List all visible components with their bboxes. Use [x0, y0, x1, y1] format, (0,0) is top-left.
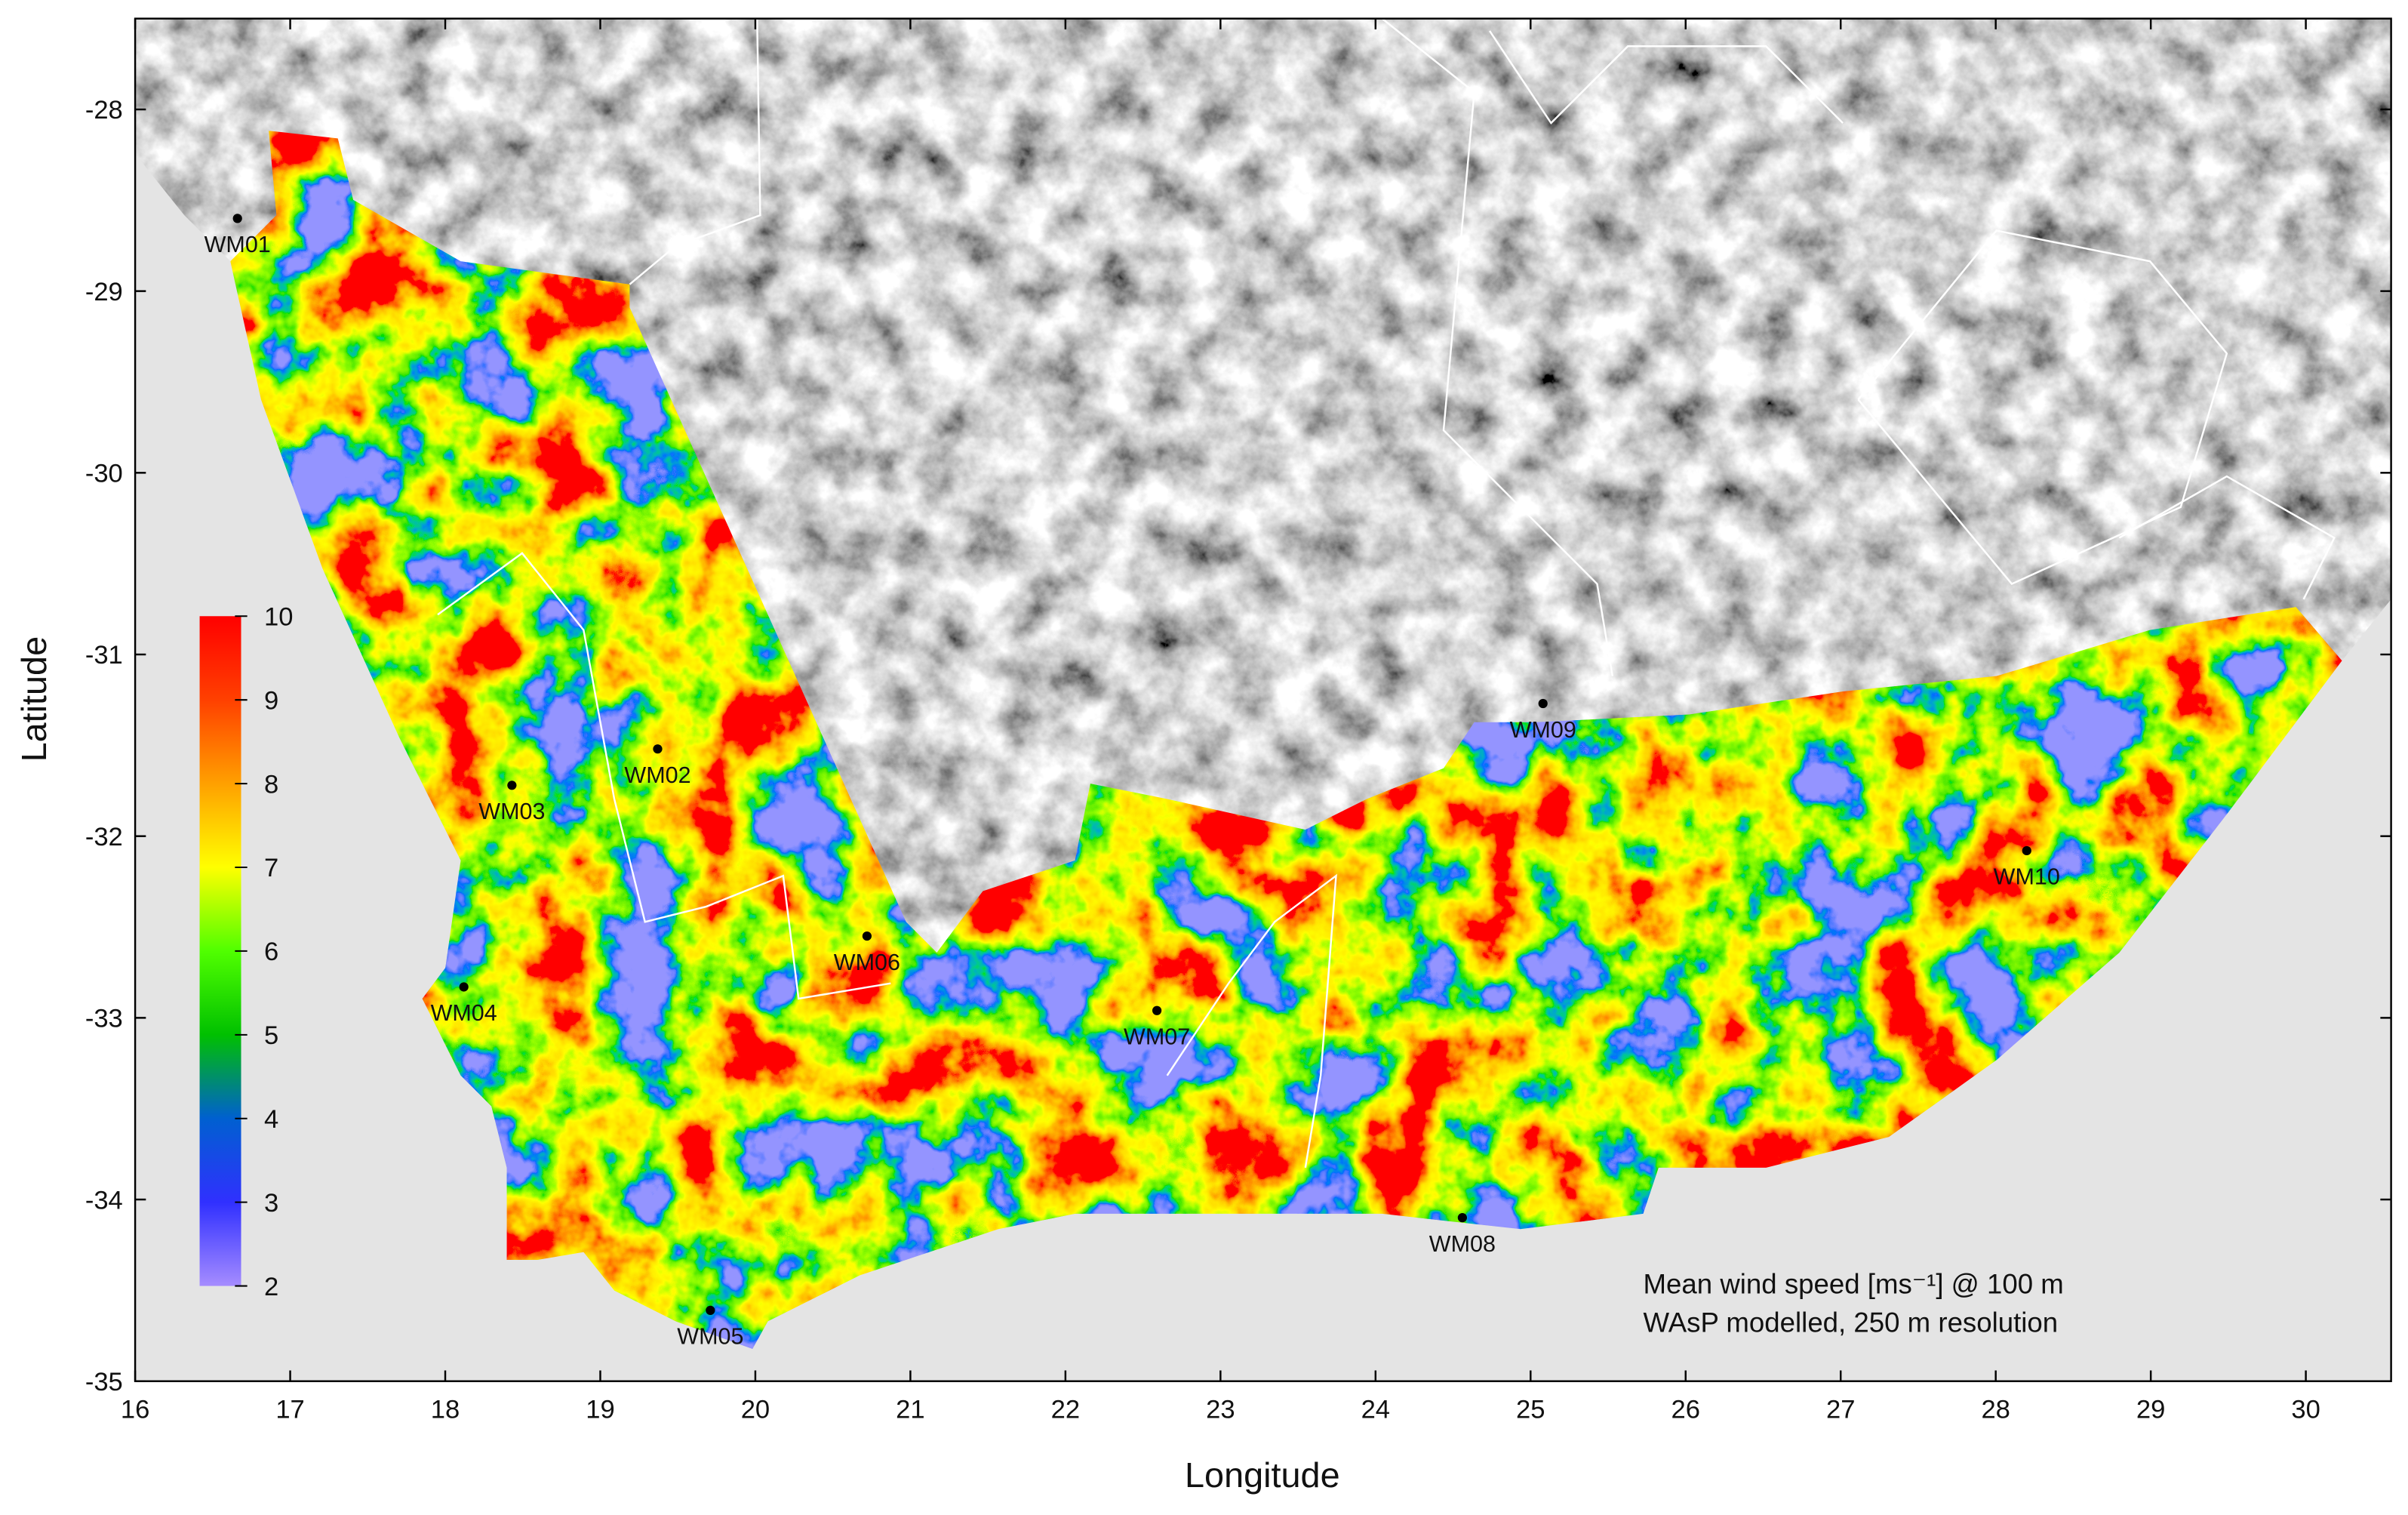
x-tick-label: 30	[2291, 1396, 2320, 1424]
station-label: WM03	[478, 799, 545, 824]
border	[1381, 18, 1614, 676]
y-axis-title: Latitude	[14, 636, 54, 762]
y-tick-label: -31	[85, 641, 123, 670]
colorbar-tick-label: 2	[264, 1273, 278, 1301]
colorbar-tick-label: 3	[264, 1189, 278, 1218]
y-tick-label: -32	[85, 823, 123, 851]
station-marker	[862, 931, 872, 941]
station-label: WM01	[205, 232, 271, 257]
colorbar-tick-label: 8	[264, 770, 278, 799]
station-label: WM06	[834, 950, 900, 975]
plot-frame	[134, 17, 2392, 1382]
colorbar-tick-label: 6	[264, 938, 278, 966]
station-marker	[2022, 845, 2031, 856]
x-tick-label: 25	[1516, 1396, 1545, 1424]
x-tick-label: 18	[431, 1396, 460, 1424]
station-marker	[1538, 698, 1548, 709]
annotation: Mean wind speed [ms⁻¹] @ 100 m	[1644, 1269, 2064, 1300]
x-tick-label: 22	[1051, 1396, 1080, 1424]
y-tick-label: -34	[85, 1186, 123, 1215]
station-marker	[706, 1305, 715, 1315]
y-tick-label: -33	[85, 1005, 123, 1033]
station-label: WM10	[1994, 864, 2060, 890]
colorbar-tick-label: 4	[264, 1105, 278, 1134]
border	[1166, 873, 1337, 1169]
x-tick-label: 19	[586, 1396, 614, 1424]
station-label: WM05	[677, 1324, 743, 1350]
station-label: WM02	[624, 762, 690, 788]
station-label: WM08	[1429, 1231, 1496, 1257]
colorbar-tick-label: 9	[264, 686, 278, 715]
station-marker	[459, 982, 469, 992]
station-marker	[1457, 1213, 1467, 1223]
x-tick-label: 24	[1361, 1396, 1390, 1424]
colorbar	[199, 616, 241, 1286]
colorbar-tick-label: 10	[264, 602, 293, 631]
station-marker	[232, 214, 242, 223]
x-tick-label: 16	[121, 1396, 149, 1424]
x-tick-label: 26	[1671, 1396, 1700, 1424]
station-marker	[653, 744, 663, 754]
x-tick-label: 28	[1981, 1396, 2010, 1424]
station-marker	[1152, 1005, 1162, 1015]
y-tick-label: -30	[85, 460, 123, 488]
x-tick-label: 17	[275, 1396, 304, 1424]
y-tick-label: -35	[85, 1368, 123, 1396]
border	[629, 18, 761, 285]
y-tick-label: -28	[85, 96, 123, 125]
x-tick-label: 27	[1826, 1396, 1855, 1424]
annotation: WAsP modelled, 250 m resolution	[1644, 1307, 2059, 1338]
x-tick-label: 20	[741, 1396, 770, 1424]
x-tick-label: 21	[896, 1396, 924, 1424]
colorbar-tick-label: 5	[264, 1021, 278, 1050]
province-borders	[437, 18, 2336, 1169]
y-tick-label: -29	[85, 278, 123, 306]
station-marker	[507, 781, 517, 790]
border	[1857, 229, 2228, 586]
colorbar-tick-label: 7	[264, 854, 278, 882]
station-label: WM07	[1124, 1024, 1190, 1050]
border	[2118, 475, 2336, 600]
x-tick-label: 23	[1206, 1396, 1235, 1424]
border	[1489, 30, 1844, 125]
station-label: WM04	[431, 1000, 497, 1026]
x-tick-label: 29	[2136, 1396, 2165, 1424]
station-label: WM09	[1510, 717, 1576, 743]
map-area	[135, 18, 2391, 1381]
border	[437, 552, 891, 1000]
x-axis-title: Longitude	[1185, 1455, 1340, 1495]
